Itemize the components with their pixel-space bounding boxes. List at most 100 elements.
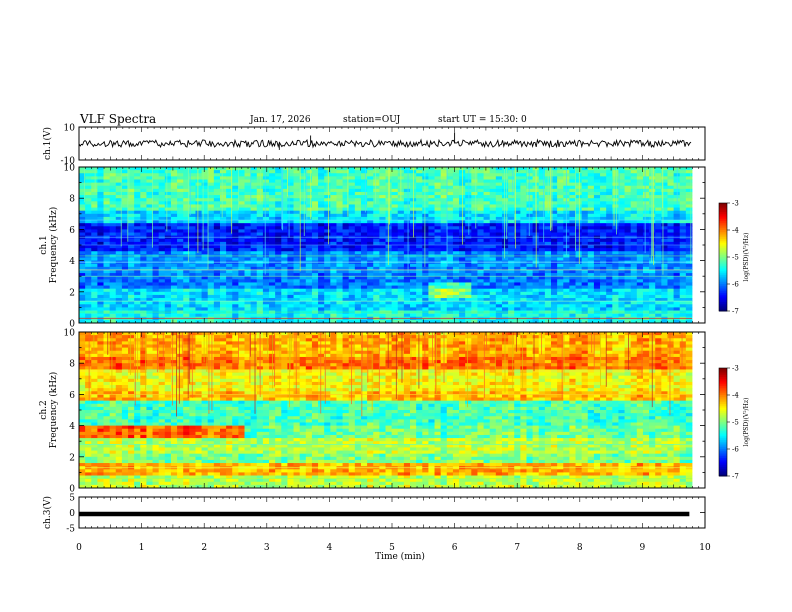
- colorbar-cell: [719, 407, 727, 410]
- colorbar-cell: [719, 472, 727, 475]
- colorbar-cell: [719, 280, 727, 283]
- colorbar-cell: [719, 258, 727, 262]
- colorbar-cell: [719, 231, 727, 235]
- colorbar-cell: [719, 413, 727, 416]
- colorbar-cell: [719, 219, 727, 222]
- colorbar-tick-label: -4: [732, 227, 739, 235]
- colorbar-cell: [719, 271, 727, 274]
- colorbar-cell: [719, 230, 727, 233]
- colorbar-cell: [719, 273, 727, 276]
- colorbar-cell: [719, 441, 727, 445]
- x-tick-label: 6: [452, 543, 458, 553]
- colorbar-cell: [719, 436, 727, 439]
- colorbar-tick-label: -7: [732, 308, 739, 316]
- colorbar-tick-label: -4: [732, 392, 739, 400]
- start-ut-label: start UT = 15:30: 0: [438, 115, 527, 125]
- ch1-spectrogram-ylabel-channel: ch.1: [39, 235, 49, 254]
- colorbar-cell: [719, 420, 727, 423]
- colorbar-cell: [719, 242, 727, 245]
- ch2-spectrogram-tick-label: 8: [69, 360, 75, 370]
- colorbar-cell: [719, 400, 727, 403]
- colorbar-cell: [719, 459, 727, 463]
- colorbar-cell: [719, 217, 727, 220]
- colorbar-cell: [719, 454, 727, 457]
- ch2-spectrogram-colorbar-label: log(PSD)(V²/Hz): [743, 398, 750, 447]
- colorbar-cell: [719, 309, 727, 312]
- x-tick-label: 2: [201, 543, 207, 553]
- colorbar-cell: [719, 276, 727, 280]
- colorbar-cell: [719, 423, 727, 427]
- colorbar-cell: [719, 461, 727, 464]
- colorbar-cell: [719, 215, 727, 218]
- colorbar-cell: [719, 465, 727, 468]
- ch2-spectrogram-ylabel-frequency: Frequency (kHz): [48, 372, 59, 449]
- colorbar-cell: [719, 255, 727, 258]
- colorbar-cell: [719, 275, 727, 278]
- ch2-spectrogram-tick-label: 2: [69, 453, 75, 463]
- colorbar-cell: [719, 266, 727, 269]
- colorbar-cell: [719, 221, 727, 224]
- colorbar-cell: [719, 450, 727, 454]
- ch2-spectrogram-tick-label: 10: [64, 329, 76, 339]
- colorbar-cell: [719, 373, 727, 376]
- colorbar-cell: [719, 377, 727, 380]
- colorbar-cell: [719, 303, 727, 307]
- ch1-spectrogram-tick-label: 6: [69, 226, 75, 236]
- colorbar-cell: [719, 228, 727, 231]
- colorbar-tick-label: -5: [732, 419, 739, 427]
- colorbar-cell: [719, 260, 727, 263]
- colorbar-cell: [719, 253, 727, 256]
- colorbar-cell: [719, 305, 727, 308]
- colorbar-cell: [719, 468, 727, 472]
- colorbar-cell: [719, 398, 727, 401]
- colorbar-cell: [719, 262, 727, 265]
- colorbar-cell: [719, 414, 727, 418]
- colorbar-cell: [719, 456, 727, 459]
- colorbar-cell: [719, 222, 727, 226]
- colorbar-cell: [719, 204, 727, 208]
- ch1-spectrogram-tick-label: 8: [69, 195, 75, 205]
- colorbar-cell: [719, 402, 727, 405]
- ch1-spectrogram-colorbar-label: log(PSD)(V²/Hz): [743, 233, 750, 282]
- colorbar-cell: [719, 287, 727, 290]
- colorbar-cell: [719, 369, 727, 373]
- colorbar-cell: [719, 237, 727, 240]
- colorbar-cell: [719, 431, 727, 434]
- ch3-waveform-tick-label: 5: [69, 494, 75, 504]
- colorbar-cell: [719, 418, 727, 421]
- ch1-spectrogram-tick-label: 4: [69, 257, 75, 267]
- colorbar-cell: [719, 375, 727, 378]
- colorbar-cell: [719, 427, 727, 430]
- colorbar-cell: [719, 386, 727, 389]
- ch1-waveform-ylabel: ch.1(V): [42, 127, 53, 160]
- colorbar-cell: [719, 235, 727, 238]
- colorbar-cell: [719, 368, 727, 371]
- colorbar-tick-label: -6: [732, 281, 739, 289]
- x-axis-label: Time (min): [375, 551, 425, 562]
- colorbar-cell: [719, 371, 727, 374]
- colorbar-cell: [719, 438, 727, 441]
- colorbar-cell: [719, 405, 727, 409]
- colorbar-tick-label: -5: [732, 254, 739, 262]
- colorbar-cell: [719, 249, 727, 253]
- colorbar-cell: [719, 458, 727, 461]
- colorbar-cell: [719, 425, 727, 428]
- ch3-waveform-tick-label: -5: [66, 525, 75, 535]
- colorbar-cell: [719, 203, 727, 206]
- colorbar-cell: [719, 404, 727, 407]
- colorbar-cell: [719, 233, 727, 236]
- ch1-spectrogram-ylabel-frequency: Frequency (kHz): [48, 207, 59, 284]
- colorbar-cell: [719, 267, 727, 271]
- colorbar-cell: [719, 452, 727, 455]
- x-tick-label: 1: [139, 543, 145, 553]
- colorbar-cell: [719, 411, 727, 414]
- colorbar-cell: [719, 445, 727, 448]
- colorbar-cell: [719, 382, 727, 385]
- colorbar-cell: [719, 447, 727, 450]
- colorbar-cell: [719, 210, 727, 213]
- colorbar-cell: [719, 434, 727, 437]
- colorbar-cell: [719, 240, 727, 244]
- colorbar-cell: [719, 474, 727, 477]
- colorbar-cell: [719, 269, 727, 272]
- colorbar-cell: [719, 449, 727, 452]
